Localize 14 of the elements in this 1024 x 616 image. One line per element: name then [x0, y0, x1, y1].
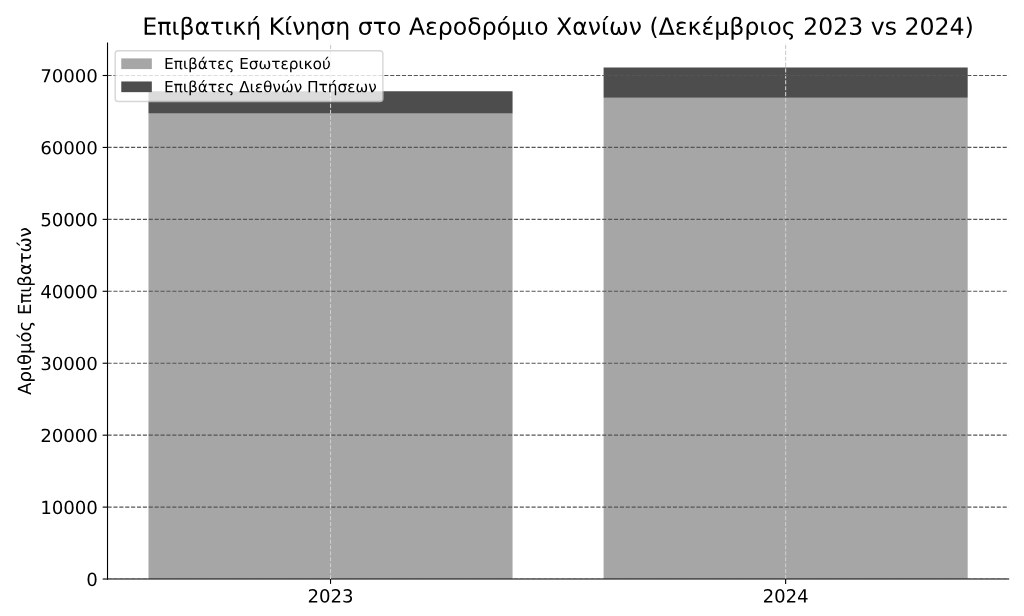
y-tick-label: 40000: [41, 284, 97, 299]
y-tick-label: 30000: [41, 356, 97, 371]
y-tick-label: 20000: [41, 428, 97, 443]
y-tick-label: 60000: [41, 140, 97, 155]
y-tick-label: 10000: [42, 500, 97, 515]
y-tick-label: 50000: [41, 212, 97, 227]
y-tick-label: 70000: [41, 68, 97, 83]
chart-title: Επιβατική Κίνηση στο Αεροδρόμιο Χανίων (Δεκέμβριος 2023 vs 2024): [144, 15, 972, 40]
y-axis-title: Αριθμός Επιβατών: [16, 228, 35, 395]
legend-label: Επιβάτες Εσωτερικού: [165, 56, 330, 73]
x-tick-label: 2024: [763, 589, 808, 603]
y-tick-label: 0: [87, 572, 97, 587]
x-tick-label: 2023: [308, 589, 353, 603]
legend-label: Επιβάτες Διεθνών Πτήσεων: [165, 79, 377, 96]
